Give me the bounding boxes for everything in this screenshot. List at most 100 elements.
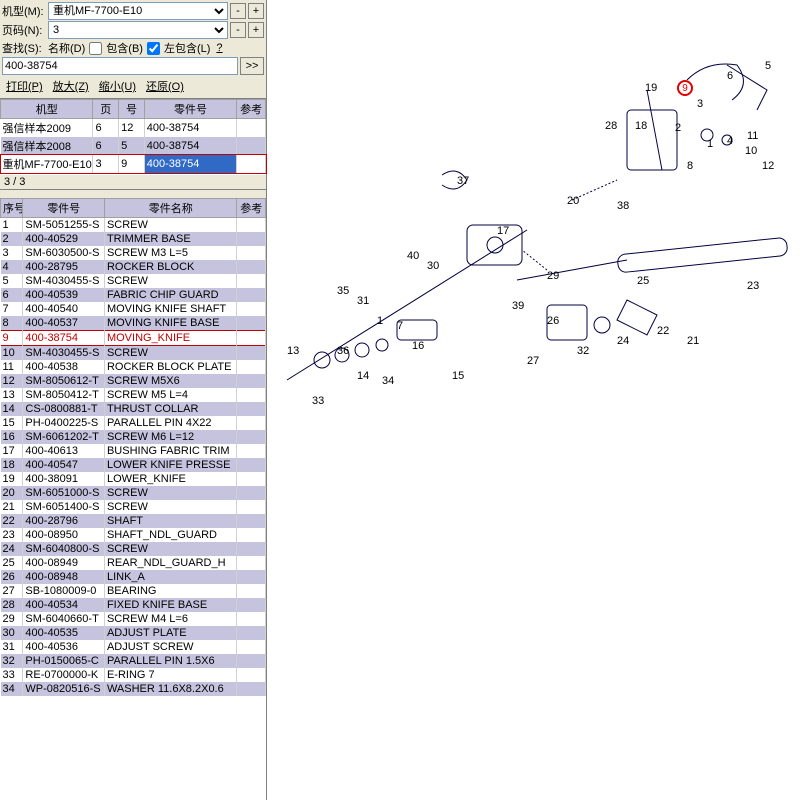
parts-row[interactable]: 13SM-8050412-TSCREW M5 L=4	[1, 388, 266, 402]
search-label: 查找(S):	[2, 40, 46, 56]
parts-row[interactable]: 23400-08950SHAFT_NDL_GUARD	[1, 528, 266, 542]
callout-number: 30	[427, 260, 439, 272]
parts-row[interactable]: 11400-40538ROCKER BLOCK PLATE	[1, 360, 266, 374]
parts-row[interactable]: 22400-28796SHAFT	[1, 514, 266, 528]
parts-row[interactable]: 1SM-5051255-SSCREW	[1, 218, 266, 233]
parts-row[interactable]: 2400-40529TRIMMER BASE	[1, 232, 266, 246]
minus-button[interactable]: -	[230, 3, 246, 19]
results-row[interactable]: 强信样本2009612400-38754	[1, 119, 266, 138]
results-header[interactable]: 机型	[1, 100, 93, 119]
contain-checkbox[interactable]	[89, 42, 102, 55]
callout-number: 38	[617, 200, 629, 212]
callout-number: 1	[707, 138, 713, 150]
parts-row[interactable]: 8400-40537MOVING KNIFE BASE	[1, 316, 266, 331]
callout-number: 35	[337, 285, 349, 297]
parts-header[interactable]: 零件名称	[104, 199, 237, 218]
callout-number: 17	[497, 225, 509, 237]
parts-row[interactable]: 18400-40547LOWER KNIFE PRESSE	[1, 458, 266, 472]
print-button[interactable]: 打印(P)	[6, 78, 43, 94]
name-check-label: 名称(D)	[48, 40, 85, 56]
leftcontain-checkbox[interactable]	[147, 42, 160, 55]
callout-number: 28	[605, 120, 617, 132]
parts-row[interactable]: 4400-28795ROCKER BLOCK	[1, 260, 266, 274]
zoomout-button[interactable]: 缩小(U)	[99, 78, 136, 94]
results-row[interactable]: 强信样本200865400-38754	[1, 137, 266, 155]
callout-number: 20	[567, 195, 579, 207]
callout-number: 32	[577, 345, 589, 357]
callout-number: 37	[457, 175, 469, 187]
callout-number: 15	[452, 370, 464, 382]
parts-row[interactable]: 27SB-1080009-0BEARING	[1, 584, 266, 598]
parts-row[interactable]: 31400-40536ADJUST SCREW	[1, 640, 266, 654]
callout-number: 23	[747, 280, 759, 292]
callout-number: 14	[357, 370, 369, 382]
parts-row[interactable]: 7400-40540MOVING KNIFE SHAFT	[1, 302, 266, 316]
callout-number: 2	[675, 122, 681, 134]
plus-button[interactable]: +	[248, 3, 264, 19]
callout-number: 34	[382, 375, 394, 387]
diagram-panel[interactable]: 5619328182411110812372038174030293531173…	[267, 0, 800, 800]
parts-row[interactable]: 34WP-0820516-SWASHER 11.6X8.2X0.6	[1, 682, 266, 696]
parts-header[interactable]: 序号	[1, 199, 23, 218]
results-section: 机型页号零件号参考 强信样本2009612400-38754强信样本200865…	[0, 98, 266, 174]
callout-number: 1	[377, 315, 383, 327]
callout-number: 11	[747, 130, 758, 142]
page-plus-button[interactable]: +	[248, 22, 264, 38]
callout-number: 21	[687, 335, 699, 347]
parts-row[interactable]: 20SM-6051000-SSCREW	[1, 486, 266, 500]
parts-row[interactable]: 6400-40539FABRIC CHIP GUARD	[1, 288, 266, 302]
parts-header[interactable]: 参考	[237, 199, 266, 218]
results-table: 机型页号零件号参考 强信样本2009612400-38754强信样本200865…	[0, 99, 266, 173]
parts-row[interactable]: 15PH-0400225-SPARALLEL PIN 4X22	[1, 416, 266, 430]
parts-row[interactable]: 19400-38091LOWER_KNIFE	[1, 472, 266, 486]
results-header[interactable]: 零件号	[144, 100, 236, 119]
parts-table: 序号零件号零件名称参考 1SM-5051255-SSCREW2400-40529…	[0, 198, 266, 696]
parts-row[interactable]: 33RE-0700000-KE-RING 7	[1, 668, 266, 682]
leftcontain-label: 左包含(L)	[164, 40, 210, 56]
model-label: 机型(M):	[2, 3, 46, 19]
restore-button[interactable]: 还原(O)	[146, 78, 184, 94]
callout-number: 39	[512, 300, 524, 312]
parts-row[interactable]: 12SM-8050612-TSCREW M5X6	[1, 374, 266, 388]
callout-number: 26	[547, 315, 559, 327]
toolbar: 机型(M): 重机MF-7700-E10 - + 页码(N): 3 - + 查找…	[0, 0, 266, 98]
results-header[interactable]: 号	[119, 100, 145, 119]
parts-row[interactable]: 26400-08948LINK_A	[1, 570, 266, 584]
callout-number: 13	[287, 345, 299, 357]
exploded-diagram: 5619328182411110812372038174030293531173…	[267, 0, 800, 800]
parts-header[interactable]: 零件号	[23, 199, 105, 218]
parts-row[interactable]: 14CS-0800881-TTHRUST COLLAR	[1, 402, 266, 416]
parts-row[interactable]: 16SM-6061202-TSCREW M6 L=12	[1, 430, 266, 444]
callout-number: 40	[407, 250, 419, 262]
left-panel: 机型(M): 重机MF-7700-E10 - + 页码(N): 3 - + 查找…	[0, 0, 267, 800]
parts-row[interactable]: 21SM-6051400-SSCREW	[1, 500, 266, 514]
model-combo[interactable]: 重机MF-7700-E10	[48, 2, 228, 20]
callout-number: 12	[762, 160, 774, 172]
parts-row[interactable]: 9400-38754MOVING_KNIFE	[1, 331, 266, 346]
zoomin-button[interactable]: 放大(Z)	[53, 78, 89, 94]
parts-row[interactable]: 29SM-6040660-TSCREW M4 L=6	[1, 612, 266, 626]
highlight-marker: 9	[677, 80, 693, 96]
parts-row[interactable]: 5SM-4030455-SSCREW	[1, 274, 266, 288]
results-header[interactable]: 参考	[237, 100, 266, 119]
parts-row[interactable]: 30400-40535ADJUST PLATE	[1, 626, 266, 640]
parts-row[interactable]: 10SM-4030455-SSCREW	[1, 346, 266, 361]
parts-row[interactable]: 32PH-0150065-CPARALLEL PIN 1.5X6	[1, 654, 266, 668]
parts-section[interactable]: 序号零件号零件名称参考 1SM-5051255-SSCREW2400-40529…	[0, 198, 266, 800]
help-label[interactable]: ?	[216, 42, 222, 54]
parts-row[interactable]: 17400-40613BUSHING FABRIC TRIM	[1, 444, 266, 458]
search-input[interactable]	[2, 57, 238, 75]
callout-number: 4	[727, 135, 733, 147]
search-go-button[interactable]: >>	[240, 57, 264, 75]
parts-row[interactable]: 28400-40534FIXED KNIFE BASE	[1, 598, 266, 612]
parts-row[interactable]: 3SM-6030500-SSCREW M3 L=5	[1, 246, 266, 260]
parts-row[interactable]: 24SM-6040800-SSCREW	[1, 542, 266, 556]
results-header[interactable]: 页	[93, 100, 119, 119]
parts-row[interactable]: 25400-08949REAR_NDL_GUARD_H	[1, 556, 266, 570]
callout-number: 36	[337, 345, 349, 357]
results-row[interactable]: 重机MF-7700-E1039400-38754	[1, 155, 266, 173]
callout-number: 10	[745, 145, 757, 157]
page-minus-button[interactable]: -	[230, 22, 246, 38]
results-counter: 3 / 3	[0, 174, 266, 190]
page-combo[interactable]: 3	[48, 21, 228, 39]
